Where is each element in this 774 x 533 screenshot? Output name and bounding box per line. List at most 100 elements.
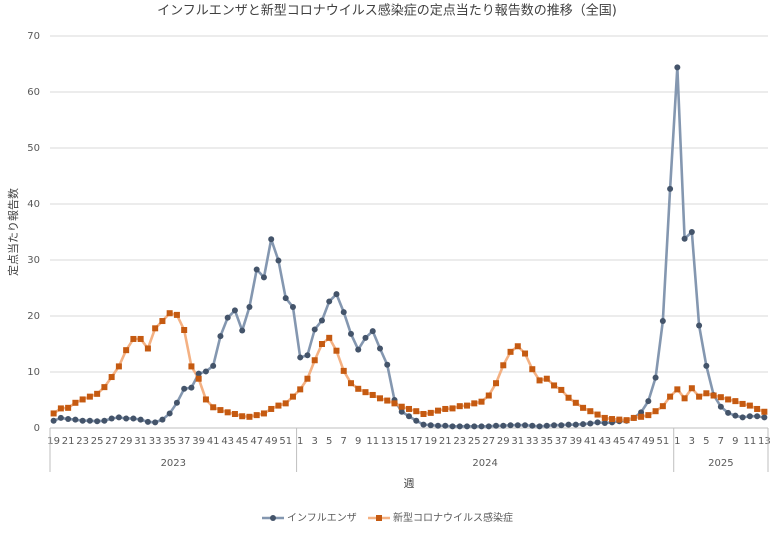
- marker: [144, 345, 151, 352]
- marker: [340, 367, 347, 374]
- marker: [652, 408, 659, 415]
- marker: [717, 394, 724, 401]
- marker: [210, 404, 217, 411]
- marker: [754, 413, 761, 420]
- marker: [442, 405, 449, 412]
- marker: [202, 396, 209, 403]
- marker: [297, 386, 304, 393]
- marker: [224, 314, 231, 321]
- marker: [703, 362, 710, 369]
- marker: [50, 410, 57, 417]
- marker: [347, 380, 354, 387]
- marker: [152, 419, 159, 426]
- marker: [746, 413, 753, 420]
- marker: [696, 322, 703, 329]
- marker: [464, 402, 471, 409]
- marker: [195, 375, 202, 382]
- marker: [565, 394, 572, 401]
- marker: [398, 408, 405, 415]
- marker: [210, 362, 217, 369]
- marker: [630, 414, 637, 421]
- x-tick-label: 1: [297, 436, 303, 447]
- marker: [601, 414, 608, 421]
- marker: [594, 411, 601, 418]
- marker: [427, 409, 434, 416]
- marker: [159, 318, 166, 325]
- x-tick-label: 13: [381, 436, 394, 447]
- marker: [442, 422, 449, 429]
- y-tick-label: 70: [27, 31, 40, 42]
- x-tick-label: 29: [497, 436, 510, 447]
- marker: [144, 418, 151, 425]
- marker: [681, 235, 688, 242]
- marker: [761, 414, 768, 421]
- x-tick-label: 7: [341, 436, 347, 447]
- marker: [725, 396, 732, 403]
- legend-label: インフルエンザ: [287, 512, 357, 524]
- marker: [253, 266, 260, 273]
- marker: [485, 392, 492, 399]
- marker: [485, 423, 492, 430]
- legend-marker: [270, 515, 276, 521]
- x-tick-label: 27: [105, 436, 118, 447]
- x-tick-label: 1: [674, 436, 680, 447]
- marker: [420, 411, 427, 417]
- x-tick-label: 49: [265, 436, 278, 447]
- y-tick-label: 50: [27, 143, 40, 154]
- legend-marker: [376, 515, 382, 521]
- marker: [420, 421, 427, 428]
- marker: [65, 416, 72, 423]
- x-tick-label: 3: [689, 436, 695, 447]
- marker: [347, 330, 354, 337]
- x-group-label: 2025: [708, 458, 733, 469]
- marker: [72, 399, 79, 406]
- marker: [282, 295, 289, 302]
- marker: [667, 185, 674, 192]
- marker: [115, 363, 122, 370]
- x-tick-label: 33: [149, 436, 162, 447]
- marker: [688, 229, 695, 235]
- x-tick-label: 35: [163, 436, 176, 447]
- x-tick-label: 19: [47, 436, 60, 447]
- x-group-label: 2023: [161, 458, 186, 469]
- marker: [123, 347, 130, 354]
- y-tick-label: 30: [27, 255, 40, 266]
- x-tick-label: 11: [744, 436, 757, 447]
- marker: [268, 236, 275, 243]
- marker: [739, 400, 746, 407]
- marker: [493, 422, 500, 429]
- marker: [304, 375, 311, 382]
- marker: [260, 274, 267, 281]
- x-tick-label: 9: [355, 436, 361, 447]
- marker: [471, 423, 478, 430]
- marker: [456, 403, 463, 410]
- marker: [166, 410, 173, 417]
- marker: [514, 343, 521, 350]
- marker: [449, 423, 456, 430]
- x-tick-label: 7: [718, 436, 724, 447]
- marker: [406, 413, 412, 420]
- x-tick-label: 21: [439, 436, 452, 447]
- x-tick-label: 5: [326, 436, 332, 447]
- marker: [355, 385, 362, 392]
- marker: [94, 390, 101, 397]
- marker: [137, 335, 144, 342]
- marker: [152, 325, 159, 332]
- marker: [616, 416, 623, 423]
- marker: [717, 403, 724, 410]
- marker: [507, 422, 514, 429]
- x-tick-label: 23: [453, 436, 466, 447]
- x-tick-label: 41: [207, 436, 220, 447]
- marker: [500, 362, 507, 369]
- marker: [543, 422, 550, 429]
- marker: [696, 393, 703, 400]
- marker: [246, 304, 253, 311]
- marker: [57, 405, 64, 412]
- marker: [384, 397, 391, 404]
- marker: [536, 423, 543, 430]
- marker: [522, 422, 529, 429]
- x-tick-label: 29: [120, 436, 133, 447]
- marker: [326, 334, 333, 341]
- marker: [376, 395, 383, 402]
